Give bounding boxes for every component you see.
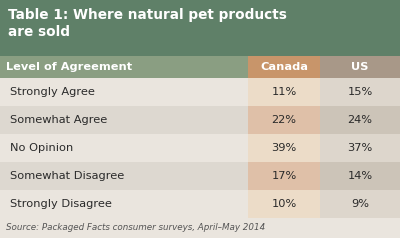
Bar xyxy=(0,134,248,162)
Bar xyxy=(248,56,320,78)
Text: Source: Packaged Facts consumer surveys, April–May 2014: Source: Packaged Facts consumer surveys,… xyxy=(6,223,265,233)
Bar xyxy=(248,106,320,134)
Bar xyxy=(248,78,320,106)
Bar xyxy=(320,134,400,162)
Text: Table 1: Where natural pet products: Table 1: Where natural pet products xyxy=(8,8,287,22)
Bar xyxy=(0,56,248,78)
Bar xyxy=(0,106,248,134)
Bar xyxy=(320,78,400,106)
Text: Strongly Agree: Strongly Agree xyxy=(10,87,95,97)
Bar xyxy=(0,162,248,190)
Text: Somewhat Agree: Somewhat Agree xyxy=(10,115,107,125)
Text: 9%: 9% xyxy=(351,199,369,209)
Bar xyxy=(248,134,320,162)
Text: No Opinion: No Opinion xyxy=(10,143,73,153)
Text: 14%: 14% xyxy=(348,171,372,181)
Bar xyxy=(320,106,400,134)
Text: 37%: 37% xyxy=(347,143,373,153)
Text: 22%: 22% xyxy=(272,115,296,125)
Bar xyxy=(320,56,400,78)
Text: Level of Agreement: Level of Agreement xyxy=(6,62,132,72)
Text: are sold: are sold xyxy=(8,25,70,39)
Text: Strongly Disagree: Strongly Disagree xyxy=(10,199,112,209)
Text: 17%: 17% xyxy=(271,171,297,181)
Text: 24%: 24% xyxy=(348,115,372,125)
Text: 39%: 39% xyxy=(271,143,297,153)
Text: 15%: 15% xyxy=(347,87,373,97)
Bar xyxy=(320,190,400,218)
Bar xyxy=(0,78,248,106)
Bar xyxy=(0,0,400,56)
Bar xyxy=(248,162,320,190)
Bar xyxy=(248,190,320,218)
Text: 11%: 11% xyxy=(271,87,297,97)
Text: US: US xyxy=(351,62,369,72)
Text: Canada: Canada xyxy=(260,62,308,72)
Bar xyxy=(0,190,248,218)
Bar xyxy=(320,162,400,190)
Text: 10%: 10% xyxy=(271,199,297,209)
Text: Somewhat Disagree: Somewhat Disagree xyxy=(10,171,124,181)
